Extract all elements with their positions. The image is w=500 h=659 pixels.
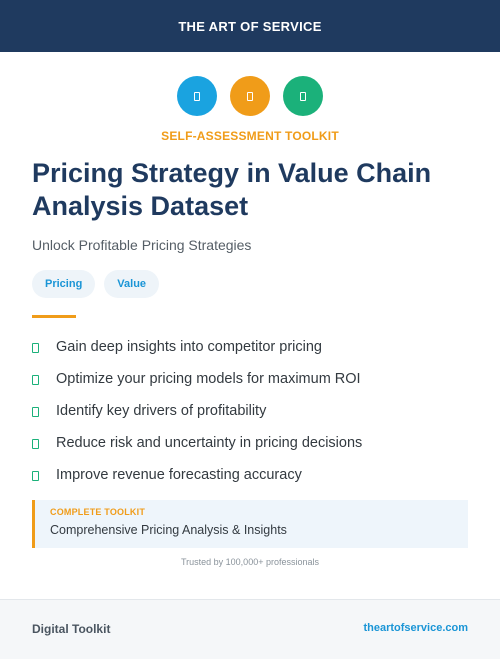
benefit-text: Optimize your pricing models for maximum… [56,371,361,387]
tag-value: Value [104,270,160,298]
document-icon [177,76,217,116]
benefit-text: Identify key drivers of profitability [56,403,267,419]
benefit-text: Reduce risk and uncertainty in pricing d… [56,435,363,451]
benefit-list: Gain deep insights into competitor prici… [32,331,362,491]
footer-label: Digital Toolkit [32,622,111,636]
benefit-text: Gain deep insights into competitor prici… [56,339,322,355]
list-item: Improve revenue forecasting accuracy [32,459,362,491]
tag-list: Pricing Value [32,270,160,298]
check-icon [32,342,39,353]
list-item: Reduce risk and uncertainty in pricing d… [32,427,362,459]
check-icon [32,406,39,417]
website-link[interactable]: theartofservice.com [363,622,468,634]
brand-name: THE ART OF SERVICE [178,18,322,34]
toolkit-callout: COMPLETE TOOLKIT Comprehensive Pricing A… [32,500,468,548]
accent-divider [32,315,76,318]
tag-pricing: Pricing [32,270,96,298]
list-item: Identify key drivers of profitability [32,395,362,427]
callout-kicker: COMPLETE TOOLKIT [50,507,146,517]
icon-row [0,76,500,116]
page-subtitle: Unlock Profitable Pricing Strategies [32,237,252,253]
check-icon [32,470,39,481]
benefit-text: Improve revenue forecasting accuracy [56,467,302,483]
check-icon [32,438,39,449]
check-icon [32,374,39,385]
callout-text: Comprehensive Pricing Analysis & Insight… [50,523,287,537]
list-item: Gain deep insights into competitor prici… [32,331,362,363]
page-title: Pricing Strategy in Value Chain Analysis… [32,158,432,221]
document-icon [283,76,323,116]
list-item: Optimize your pricing models for maximum… [32,363,362,395]
header-bar: THE ART OF SERVICE [0,0,500,52]
trust-note: Trusted by 100,000+ professionals [180,557,319,567]
footer: Digital Toolkit theartofservice.com [0,599,500,659]
toolkit-kicker: SELF-ASSESSMENT TOOLKIT [161,129,339,143]
document-icon [230,76,270,116]
